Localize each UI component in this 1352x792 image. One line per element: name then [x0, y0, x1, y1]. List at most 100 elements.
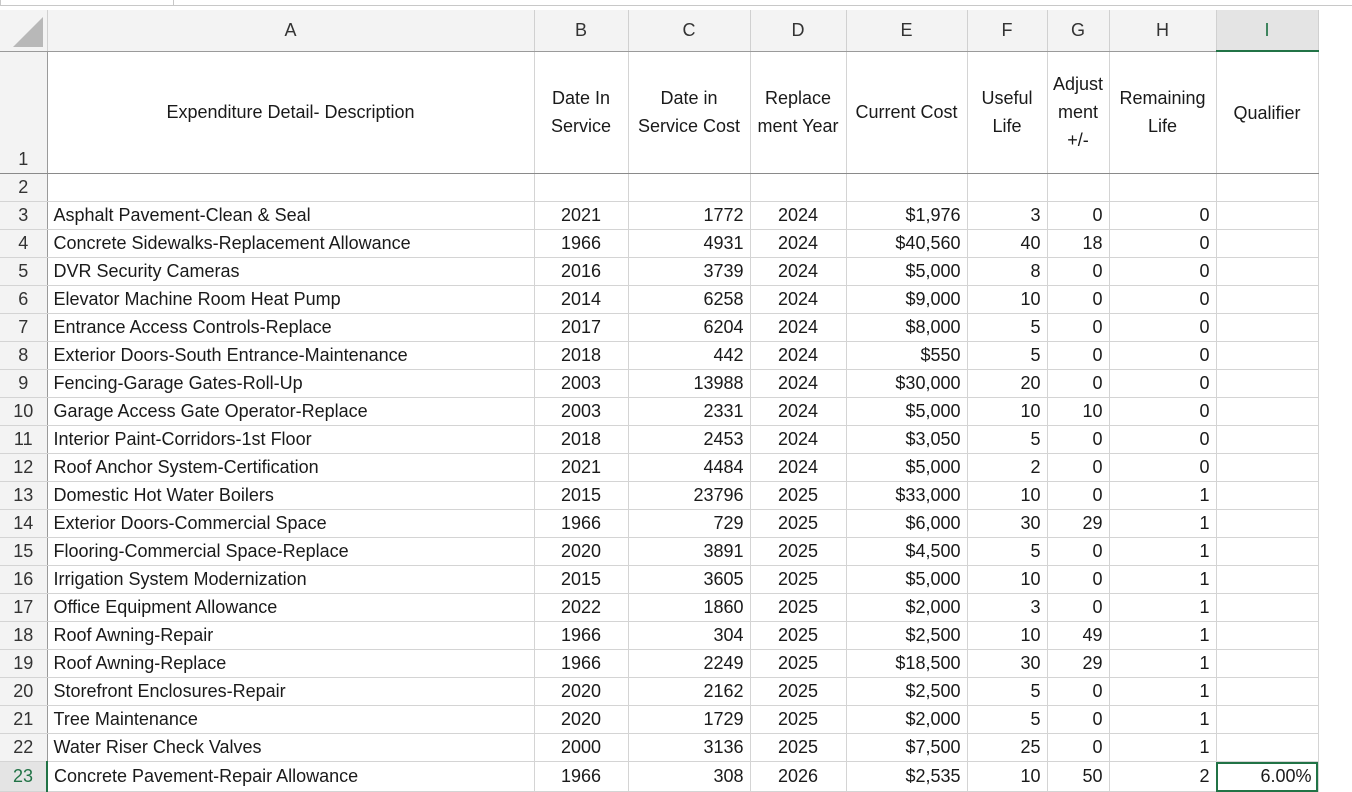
- cell-remaining-life[interactable]: 0: [1109, 397, 1217, 426]
- cell-date-in-service-cost[interactable]: 23796: [628, 481, 751, 510]
- cell-date-in-service[interactable]: 2003: [534, 369, 629, 398]
- cell-replacement-year[interactable]: 2025: [750, 481, 847, 510]
- cell-description[interactable]: Water Riser Check Valves: [47, 733, 535, 762]
- cell-qualifier[interactable]: [1216, 257, 1319, 286]
- cell-current-cost[interactable]: $8,000: [846, 313, 968, 342]
- cell-current-cost[interactable]: $3,050: [846, 425, 968, 454]
- cell-current-cost[interactable]: $2,500: [846, 621, 968, 650]
- cell-date-in-service[interactable]: 2020: [534, 537, 629, 566]
- cell-useful-life[interactable]: 2: [967, 453, 1048, 482]
- cell-date-in-service[interactable]: 2018: [534, 425, 629, 454]
- cell-date-in-service[interactable]: 2022: [534, 593, 629, 622]
- cell-date-in-service[interactable]: 2016: [534, 257, 629, 286]
- cell-date-in-service[interactable]: 2014: [534, 285, 629, 314]
- cell-remaining-life[interactable]: 0: [1109, 229, 1217, 258]
- cell-replacement-year[interactable]: 2024: [750, 453, 847, 482]
- cell-header-replacement-year[interactable]: Replace ment Year: [750, 51, 847, 174]
- cell-qualifier[interactable]: [1216, 509, 1319, 538]
- cell-description[interactable]: Fencing-Garage Gates-Roll-Up: [47, 369, 535, 398]
- cell[interactable]: [47, 173, 535, 202]
- cell-adjustment[interactable]: 0: [1047, 313, 1110, 342]
- cell-remaining-life[interactable]: 0: [1109, 285, 1217, 314]
- row-header[interactable]: 10: [0, 397, 48, 426]
- cell-useful-life[interactable]: 10: [967, 761, 1048, 792]
- cell-useful-life[interactable]: 5: [967, 425, 1048, 454]
- cell-date-in-service[interactable]: 2020: [534, 677, 629, 706]
- cell-qualifier[interactable]: [1216, 621, 1319, 650]
- cell-current-cost[interactable]: $4,500: [846, 537, 968, 566]
- cell-header-useful-life[interactable]: Useful Life: [967, 51, 1048, 174]
- cell-date-in-service[interactable]: 1966: [534, 649, 629, 678]
- cell-current-cost[interactable]: $5,000: [846, 257, 968, 286]
- column-header-i[interactable]: I: [1216, 10, 1319, 52]
- cell-description[interactable]: DVR Security Cameras: [47, 257, 535, 286]
- cell-adjustment[interactable]: 0: [1047, 593, 1110, 622]
- row-header[interactable]: 14: [0, 509, 48, 538]
- cell-current-cost[interactable]: $2,000: [846, 593, 968, 622]
- cell-description[interactable]: Elevator Machine Room Heat Pump: [47, 285, 535, 314]
- row-header[interactable]: 23: [0, 761, 48, 792]
- cell-useful-life[interactable]: 25: [967, 733, 1048, 762]
- cell-adjustment[interactable]: 18: [1047, 229, 1110, 258]
- name-box-edge[interactable]: [0, 0, 174, 6]
- cell-replacement-year[interactable]: 2024: [750, 341, 847, 370]
- cell-qualifier[interactable]: [1216, 313, 1319, 342]
- cell-qualifier[interactable]: [1216, 593, 1319, 622]
- cell-date-in-service-cost[interactable]: 3891: [628, 537, 751, 566]
- cell-adjustment[interactable]: 0: [1047, 537, 1110, 566]
- cell-replacement-year[interactable]: 2025: [750, 705, 847, 734]
- cell-remaining-life[interactable]: 0: [1109, 341, 1217, 370]
- cell-adjustment[interactable]: 29: [1047, 649, 1110, 678]
- column-header-g[interactable]: G: [1047, 10, 1110, 52]
- cell-remaining-life[interactable]: 1: [1109, 677, 1217, 706]
- cell-useful-life[interactable]: 5: [967, 341, 1048, 370]
- cell-replacement-year[interactable]: 2024: [750, 229, 847, 258]
- column-header-e[interactable]: E: [846, 10, 968, 52]
- cell-remaining-life[interactable]: 1: [1109, 565, 1217, 594]
- cell-replacement-year[interactable]: 2025: [750, 537, 847, 566]
- cell-adjustment[interactable]: 0: [1047, 481, 1110, 510]
- row-header[interactable]: 15: [0, 537, 48, 566]
- cell-remaining-life[interactable]: 0: [1109, 257, 1217, 286]
- cell-replacement-year[interactable]: 2025: [750, 565, 847, 594]
- cell-current-cost[interactable]: $2,000: [846, 705, 968, 734]
- cell-remaining-life[interactable]: 2: [1109, 761, 1217, 792]
- cell-qualifier[interactable]: [1216, 229, 1319, 258]
- cell-replacement-year[interactable]: 2024: [750, 257, 847, 286]
- cell-current-cost[interactable]: $7,500: [846, 733, 968, 762]
- cell-qualifier[interactable]: [1216, 201, 1319, 230]
- cell-useful-life[interactable]: 20: [967, 369, 1048, 398]
- cell-date-in-service-cost[interactable]: 442: [628, 341, 751, 370]
- cell-date-in-service[interactable]: 1966: [534, 509, 629, 538]
- cell-date-in-service-cost[interactable]: 729: [628, 509, 751, 538]
- cell-useful-life[interactable]: 10: [967, 397, 1048, 426]
- column-header-c[interactable]: C: [628, 10, 751, 52]
- column-header-h[interactable]: H: [1109, 10, 1217, 52]
- cell-date-in-service-cost[interactable]: 3605: [628, 565, 751, 594]
- row-header[interactable]: 17: [0, 593, 48, 622]
- cell-date-in-service-cost[interactable]: 4484: [628, 453, 751, 482]
- cell-replacement-year[interactable]: 2025: [750, 649, 847, 678]
- cell-adjustment[interactable]: 0: [1047, 201, 1110, 230]
- cell-current-cost[interactable]: $30,000: [846, 369, 968, 398]
- cell-adjustment[interactable]: 0: [1047, 565, 1110, 594]
- cell-qualifier[interactable]: [1216, 453, 1319, 482]
- row-header[interactable]: 13: [0, 481, 48, 510]
- cell-qualifier[interactable]: [1216, 341, 1319, 370]
- cell-replacement-year[interactable]: 2025: [750, 593, 847, 622]
- cell-description[interactable]: Irrigation System Modernization: [47, 565, 535, 594]
- row-header[interactable]: 3: [0, 201, 48, 230]
- cell-current-cost[interactable]: $33,000: [846, 481, 968, 510]
- row-header[interactable]: 18: [0, 621, 48, 650]
- cell-description[interactable]: Concrete Sidewalks-Replacement Allowance: [47, 229, 535, 258]
- cell-remaining-life[interactable]: 1: [1109, 705, 1217, 734]
- cell-qualifier[interactable]: [1216, 649, 1319, 678]
- row-header[interactable]: 20: [0, 677, 48, 706]
- cell-useful-life[interactable]: 10: [967, 565, 1048, 594]
- row-header[interactable]: 1: [0, 51, 48, 174]
- cell-date-in-service-cost[interactable]: 304: [628, 621, 751, 650]
- cell[interactable]: [1109, 173, 1217, 202]
- cell-replacement-year[interactable]: 2024: [750, 285, 847, 314]
- cell[interactable]: [1216, 173, 1319, 202]
- cell-useful-life[interactable]: 30: [967, 509, 1048, 538]
